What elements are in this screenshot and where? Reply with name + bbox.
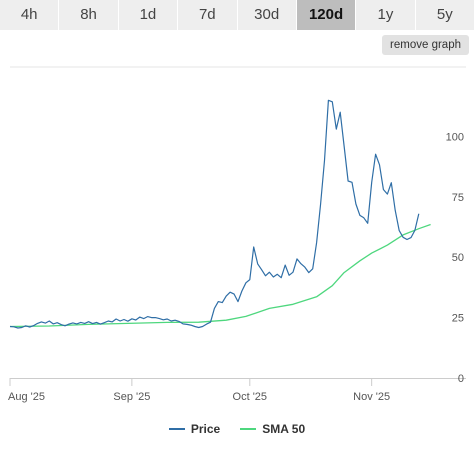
x-tick-label: Nov '25: [353, 391, 390, 403]
legend-item-sma50[interactable]: SMA 50: [240, 422, 305, 436]
sma50-line: [9, 223, 431, 328]
y-tick-label: 75: [452, 192, 464, 204]
price-line: [9, 99, 420, 329]
y-tick-label: 25: [452, 313, 464, 325]
y-tick-label: 0: [458, 373, 464, 385]
chart-legend: Price SMA 50: [0, 418, 474, 440]
legend-swatch-price: [168, 428, 185, 430]
timeframe-tabs: 4h 8h 1d 7d 30d 120d 1y 5y: [0, 0, 474, 30]
tab-1d[interactable]: 1d: [118, 0, 179, 30]
remove-graph-button[interactable]: remove graph: [382, 35, 469, 55]
x-tick-label: Oct '25: [233, 391, 268, 403]
tab-7d[interactable]: 7d: [178, 0, 238, 30]
legend-label-price: Price: [190, 422, 221, 436]
legend-swatch-sma50: [240, 428, 257, 430]
tab-1y[interactable]: 1y: [356, 0, 416, 30]
tab-30d[interactable]: 30d: [237, 0, 297, 30]
price-chart: Aug '25 Sep '25 Oct '25 Nov '25 0 25 50 75 100: [8, 66, 466, 403]
legend-label-sma50: SMA 50: [262, 422, 306, 436]
y-tick-label: 100: [446, 131, 464, 143]
legend-item-price[interactable]: Price: [168, 422, 221, 436]
tab-8h[interactable]: 8h: [59, 0, 119, 30]
tab-4h[interactable]: 4h: [0, 0, 60, 30]
y-tick-label: 50: [452, 252, 464, 264]
x-tick-label: Sep '25: [113, 391, 150, 403]
x-tick-label: Aug '25: [8, 391, 45, 403]
tab-5y[interactable]: 5y: [415, 0, 474, 30]
tab-120d[interactable]: 120d: [296, 0, 357, 30]
